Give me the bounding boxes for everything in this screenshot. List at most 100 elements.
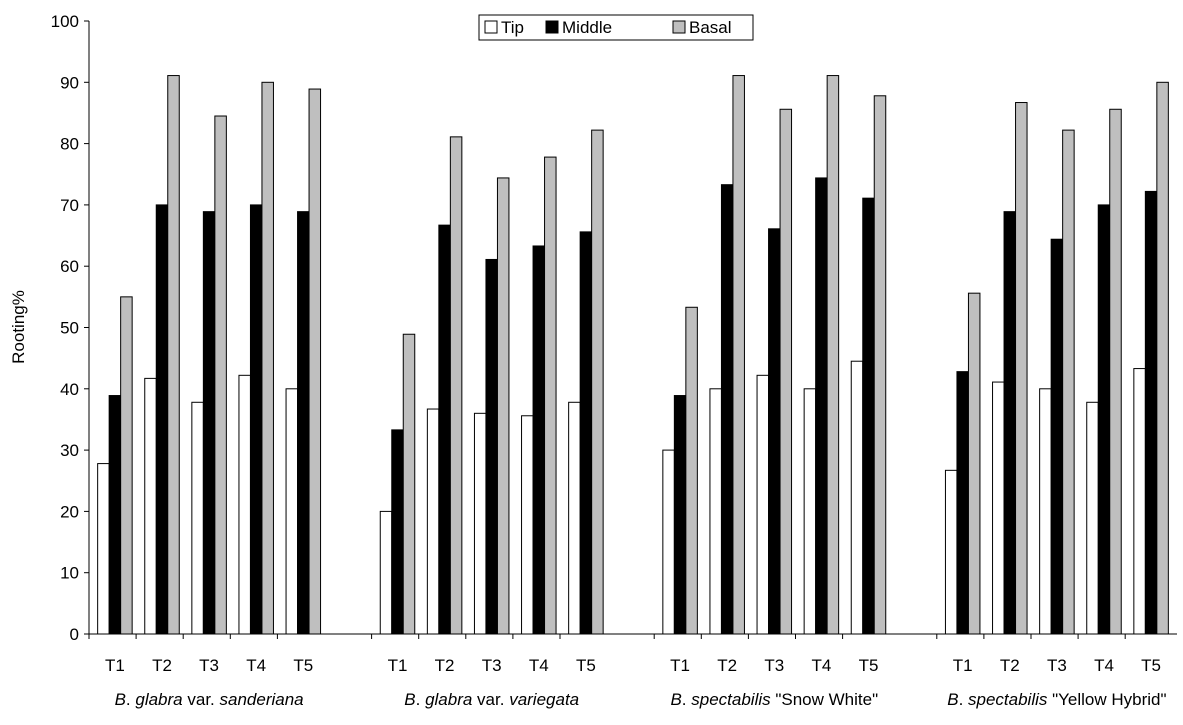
group-label-3: B. spectabilis "Snow White"	[670, 690, 878, 709]
bar-tip-g4-t2	[992, 381, 1005, 635]
bar-basal-g4-t4	[1109, 108, 1122, 635]
x-tick-label: T4	[1094, 656, 1114, 675]
bar-basal-g3-t4	[826, 75, 840, 635]
bar-middle-g4-t5	[1144, 190, 1158, 635]
bar-middle-g1-t3	[202, 211, 216, 635]
bar-basal-g1-t5	[308, 88, 322, 635]
x-tick-label: T5	[859, 656, 879, 675]
bar-tip-g2-t1	[379, 510, 393, 635]
y-tick-label: 70	[60, 196, 79, 215]
bar-middle-g2-t4	[532, 245, 546, 635]
bar-middle-g2-t5	[579, 231, 593, 635]
legend-box	[478, 14, 754, 41]
bar-tip-g1-t1	[97, 463, 110, 635]
bar-middle-g4-t3	[1050, 238, 1064, 635]
bar-basal-g2-t4	[544, 156, 557, 635]
x-tick-label: T2	[435, 656, 455, 675]
y-tick-label: 50	[60, 319, 79, 338]
y-ticks: 0 10 20 30 40 50 60 70 80 90 100	[51, 12, 89, 644]
bar-middle-g2-t3	[485, 258, 498, 635]
bar-basal-g1-t1	[120, 296, 133, 635]
bar-tip-g1-t3	[191, 401, 204, 635]
bar-tip-g1-t4	[238, 374, 251, 635]
bar-basal-g4-t1	[967, 292, 981, 635]
x-tick-label: T2	[717, 656, 737, 675]
x-tick-label: T2	[1000, 656, 1020, 675]
x-tick-label: T3	[199, 656, 219, 675]
bar-basal-g1-t3	[214, 115, 227, 635]
bar-tip-g1-t5	[285, 388, 299, 635]
bar-middle-g4-t2	[1003, 211, 1017, 635]
x-tick-label: T3	[764, 656, 784, 675]
bar-tip-g3-t4	[803, 388, 817, 635]
x-tick-label: T3	[1047, 656, 1067, 675]
legend-label-tip: Tip	[501, 18, 524, 37]
bar-basal-g3-t1	[685, 306, 698, 635]
bar-basal-g1-t2	[167, 75, 180, 635]
x-tick-label: T5	[293, 656, 313, 675]
group-label-2: B. glabra var. variegata	[404, 690, 579, 709]
x-tick-label: T4	[246, 656, 266, 675]
bar-basal-g3-t2	[732, 75, 745, 635]
y-tick-label: 30	[60, 441, 79, 460]
x-tick-label: T3	[482, 656, 502, 675]
bar-tip-g3-t5	[850, 360, 864, 635]
bar-basal-g4-t2	[1015, 102, 1028, 635]
bar-middle-g3-t2	[720, 184, 734, 635]
bar-middle-g1-t5	[297, 211, 310, 635]
bar-middle-g1-t1	[108, 395, 122, 635]
bar-middle-g2-t2	[438, 224, 451, 635]
legend-swatch-basal	[672, 20, 686, 34]
x-tick-label: T5	[1141, 656, 1161, 675]
x-tick-label: T4	[529, 656, 549, 675]
bar-tip-g4-t3	[1039, 388, 1052, 635]
x-tick-label: T2	[152, 656, 172, 675]
legend-label-basal: Basal	[689, 18, 732, 37]
x-tick-labels: T1 T2 T3 T4 T5 T1 T2 T3 T4 T5 T1 T2 T3 T4 T5 T1 T2 T3 T4 T5	[88, 634, 1161, 675]
legend-swatch-middle	[545, 20, 559, 34]
bar-basal-g2-t3	[496, 177, 510, 635]
bar-basal-g1-t4	[261, 81, 274, 635]
x-tick-label: T4	[811, 656, 831, 675]
bar-tip-g4-t1	[944, 469, 958, 635]
bar-tip-g4-t4	[1086, 401, 1099, 635]
bar-tip-g2-t2	[426, 408, 440, 635]
group-label-1: B. glabra var. sanderiana	[115, 690, 304, 709]
bar-tip-g2-t5	[568, 401, 581, 635]
y-tick-label: 10	[60, 564, 79, 583]
group-label-4: B. spectabilis "Yellow Hybrid"	[947, 690, 1166, 709]
x-tick-label: T1	[670, 656, 690, 675]
bar-middle-g3-t1	[673, 395, 687, 635]
y-tick-label: 0	[70, 625, 79, 644]
bar-basal-g3-t3	[779, 108, 793, 635]
bar-tip-g3-t3	[756, 374, 770, 635]
bar-middle-g4-t4	[1097, 204, 1111, 635]
x-tick-label: T5	[576, 656, 596, 675]
bar-middle-g3-t3	[768, 228, 781, 635]
bar-tip-g4-t5	[1133, 368, 1146, 635]
bar-tip-g2-t4	[521, 415, 534, 635]
y-tick-label: 100	[51, 12, 79, 31]
x-tick-label: T1	[388, 656, 408, 675]
bar-tip-g2-t3	[473, 412, 487, 635]
bar-middle-g4-t1	[956, 371, 969, 635]
bar-basal-g3-t5	[873, 95, 887, 635]
legend-label-middle: Middle	[562, 18, 612, 37]
bars-layer	[97, 75, 1169, 635]
y-tick-label: 40	[60, 380, 79, 399]
y-tick-label: 80	[60, 135, 79, 154]
bar-basal-g2-t2	[449, 136, 463, 635]
y-axis-label: Rooting%	[9, 290, 28, 364]
x-tick-label: T1	[105, 656, 125, 675]
bar-middle-g1-t4	[249, 204, 263, 635]
y-tick-label: 60	[60, 257, 79, 276]
x-tick-label: T1	[953, 656, 973, 675]
bar-middle-g1-t2	[155, 204, 169, 635]
bar-basal-g4-t3	[1062, 129, 1075, 635]
bar-tip-g1-t2	[144, 377, 157, 635]
y-tick-label: 20	[60, 502, 79, 521]
bar-tip-g3-t1	[662, 449, 675, 635]
y-tick-label: 90	[60, 73, 79, 92]
bar-tip-g3-t2	[709, 388, 722, 635]
